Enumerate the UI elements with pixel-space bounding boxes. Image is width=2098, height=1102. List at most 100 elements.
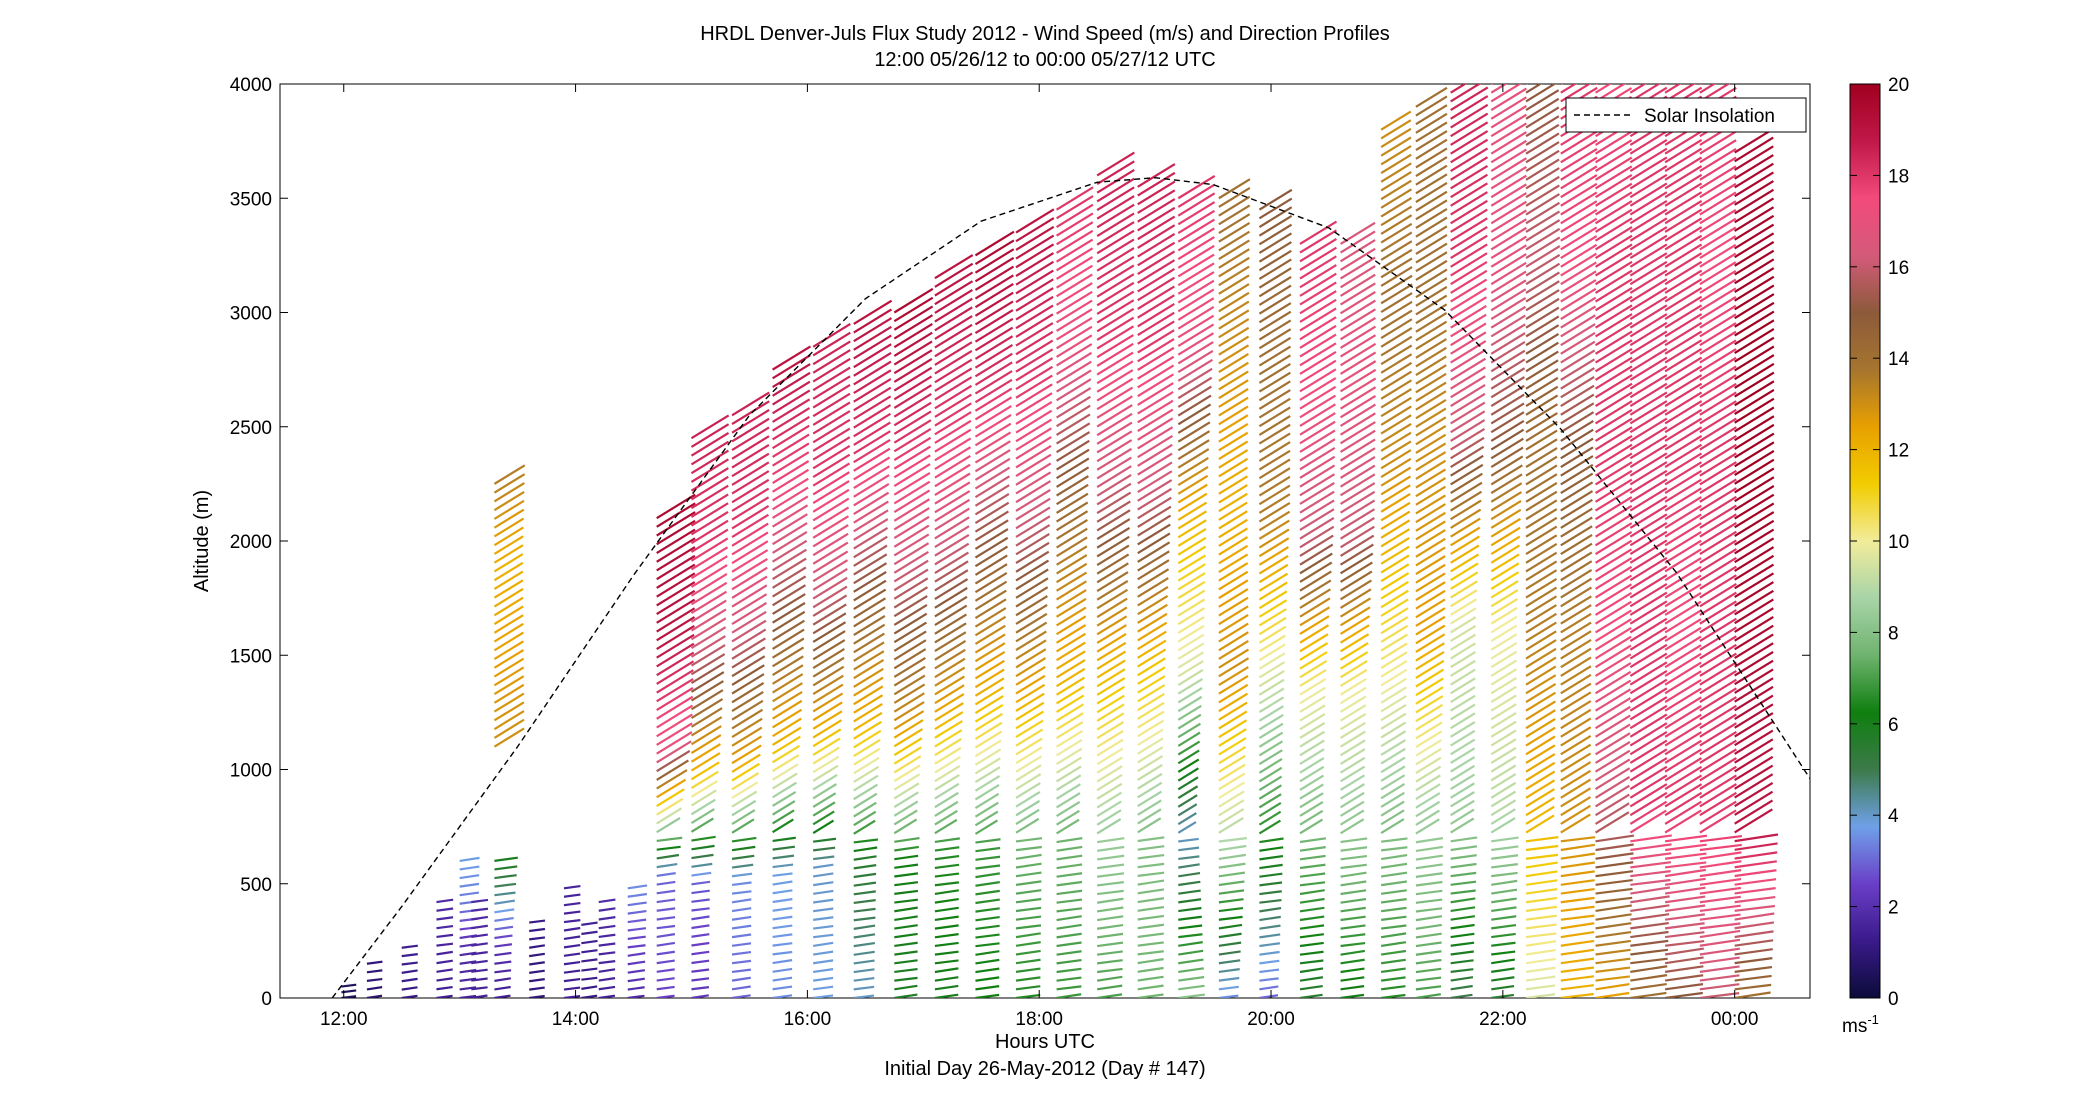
wind-barb xyxy=(1015,330,1054,356)
wind-barb xyxy=(974,703,1004,723)
wind-barb xyxy=(1734,136,1774,163)
wind-barb xyxy=(1734,685,1774,712)
wind-barb xyxy=(853,676,884,697)
wind-barb xyxy=(1525,735,1556,756)
wind-barb xyxy=(853,474,890,498)
wind-barb xyxy=(1560,270,1597,294)
wind-barb xyxy=(1218,666,1249,686)
wind-barb xyxy=(974,449,1011,473)
wind-barb xyxy=(812,728,842,748)
wind-barb xyxy=(1015,436,1052,460)
wind-barb xyxy=(1015,453,1052,478)
wind-barb xyxy=(1380,889,1407,895)
wind-barb xyxy=(1177,306,1215,330)
wind-barb xyxy=(1258,731,1284,748)
wind-barb xyxy=(1177,457,1209,478)
wind-barb xyxy=(1629,513,1668,538)
wind-barb xyxy=(1629,487,1668,512)
wind-barb xyxy=(1056,221,1094,246)
wind-barb xyxy=(1258,766,1283,783)
wind-barb xyxy=(1056,976,1082,982)
wind-barb xyxy=(1415,581,1446,601)
wind-barb xyxy=(1490,535,1521,555)
wind-barb xyxy=(853,756,880,775)
wind-barb xyxy=(1560,682,1592,703)
wind-barb xyxy=(1594,287,1633,312)
wind-barb xyxy=(1096,264,1135,289)
wind-barb xyxy=(1218,353,1249,374)
wind-barb xyxy=(812,585,848,609)
wind-barb xyxy=(1594,304,1633,329)
wind-barb xyxy=(853,985,875,991)
wind-barb xyxy=(893,305,934,331)
wind-barb xyxy=(1594,723,1631,747)
wind-barb xyxy=(731,985,751,991)
wind-barb xyxy=(1178,898,1202,904)
wind-barb xyxy=(974,274,1014,300)
wind-barb xyxy=(1299,255,1337,280)
wind-barb xyxy=(1594,234,1633,260)
wind-barb xyxy=(1299,246,1337,271)
wind-barb xyxy=(1096,579,1129,601)
wind-barb xyxy=(1699,626,1737,651)
wind-barb xyxy=(894,906,918,913)
wind-barb xyxy=(893,410,932,435)
wind-barb xyxy=(1699,469,1737,495)
wind-barb xyxy=(1450,130,1489,155)
wind-barb xyxy=(812,375,851,400)
wind-barb xyxy=(1096,729,1124,748)
wind-barb xyxy=(1699,417,1737,442)
wind-barb xyxy=(1595,852,1634,860)
wind-barb xyxy=(1258,241,1292,263)
wind-barb xyxy=(1339,490,1376,514)
wind-barb xyxy=(1699,678,1737,703)
wind-barb xyxy=(974,283,1014,309)
wind-barb xyxy=(853,456,891,481)
wind-barb xyxy=(1339,256,1376,280)
wind-barb xyxy=(656,889,676,895)
wind-barb xyxy=(1629,434,1668,460)
wind-barb xyxy=(1699,843,1742,852)
wind-barb xyxy=(1525,630,1557,651)
wind-barb xyxy=(1525,324,1560,347)
wind-barb xyxy=(1734,284,1775,311)
wind-barb xyxy=(1380,327,1413,348)
wind-barb xyxy=(1525,158,1560,181)
wind-barb xyxy=(974,396,1013,421)
wind-barb xyxy=(1699,182,1737,207)
wind-barb xyxy=(471,968,488,973)
wind-barb xyxy=(893,384,933,409)
wind-barb xyxy=(1525,490,1558,512)
wind-barb xyxy=(1525,508,1558,529)
wind-barb xyxy=(1380,457,1412,478)
wind-barb xyxy=(853,412,892,438)
wind-barb xyxy=(1056,299,1093,324)
wind-barb xyxy=(1734,799,1774,825)
wind-barb xyxy=(1380,318,1413,340)
wind-barb xyxy=(1178,975,1205,982)
wind-barb xyxy=(1699,670,1737,695)
wind-barb xyxy=(690,780,718,798)
wind-barb xyxy=(563,977,581,983)
wind-barb xyxy=(975,838,1001,844)
wind-barb xyxy=(1218,449,1249,469)
wind-barb xyxy=(1056,510,1089,532)
wind-barb xyxy=(691,835,716,842)
wind-profile xyxy=(1137,163,1176,998)
wind-barb xyxy=(1664,800,1702,825)
wind-profile xyxy=(1525,84,1561,998)
wind-barb xyxy=(1137,817,1162,834)
wind-barb xyxy=(772,548,807,572)
wind-barb xyxy=(690,458,729,483)
wind-barb xyxy=(1339,412,1376,436)
wind-barb xyxy=(731,400,770,425)
wind-barb xyxy=(1096,809,1122,826)
wind-barb xyxy=(1259,933,1281,939)
wind-barb xyxy=(1056,685,1085,705)
wind-barb xyxy=(1664,895,1706,904)
legend: Solar Insolation xyxy=(1565,97,1807,133)
wind-barb xyxy=(1734,581,1774,607)
wind-barb xyxy=(1525,836,1559,843)
wind-barb xyxy=(1699,591,1737,616)
wind-barb xyxy=(893,366,933,392)
